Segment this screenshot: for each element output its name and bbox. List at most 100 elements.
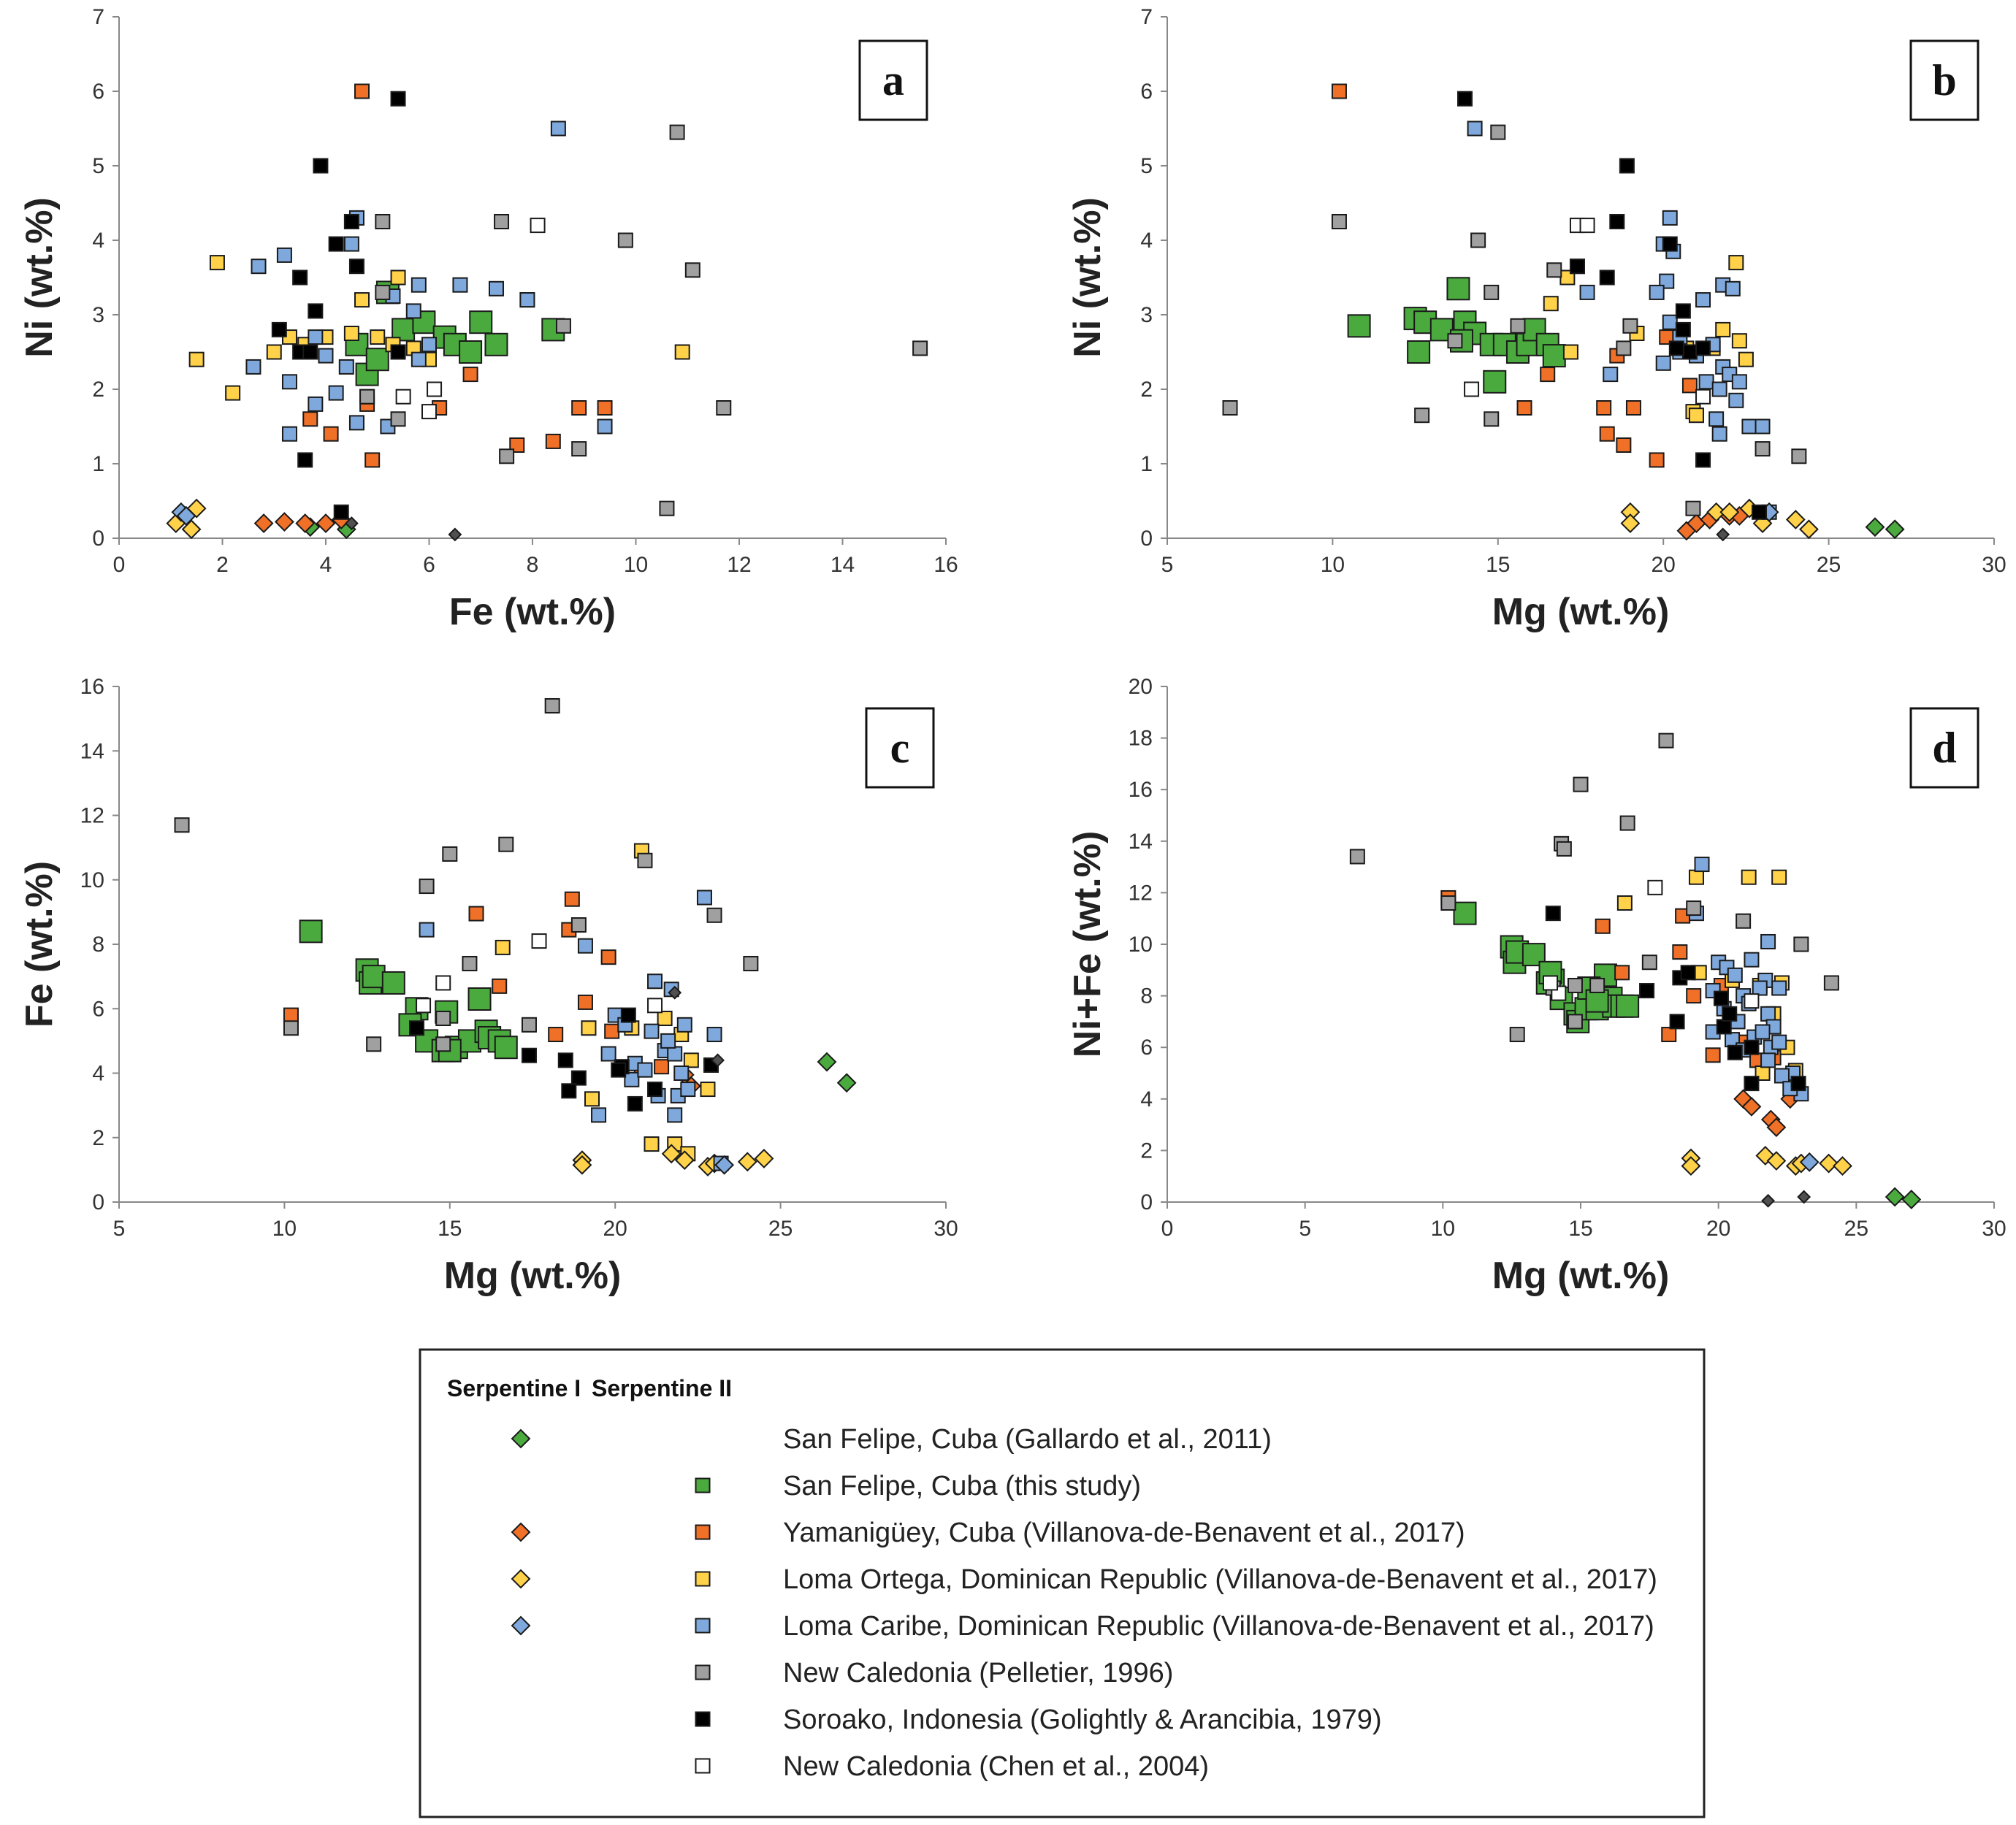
data-point <box>1761 1193 1776 1208</box>
data-point <box>660 1033 676 1049</box>
data-point <box>1616 437 1632 453</box>
data-point <box>245 359 261 375</box>
data-point <box>1686 988 1702 1004</box>
data-point <box>1695 292 1711 308</box>
x-tick-label: 20 <box>1706 1217 1730 1241</box>
data-point <box>343 326 359 341</box>
legend-label: San Felipe, Cuba (this study) <box>783 1471 1141 1501</box>
y-tick-label: 2 <box>92 1126 104 1150</box>
x-tick-label: 10 <box>272 1217 297 1241</box>
data-point <box>1706 502 1727 522</box>
data-point <box>1823 975 1839 991</box>
data-point <box>1567 1014 1583 1030</box>
data-point <box>555 318 571 334</box>
data-point <box>714 1155 735 1175</box>
data-point <box>521 1017 537 1033</box>
data-point <box>462 367 478 383</box>
data-point <box>647 973 663 990</box>
x-tick-label: 15 <box>438 1217 462 1241</box>
data-point <box>1614 965 1630 981</box>
data-point <box>419 922 435 938</box>
x-tick-label: 12 <box>727 553 751 577</box>
data-point <box>1790 1076 1806 1092</box>
y-tick-label: 3 <box>1140 303 1153 327</box>
data-point <box>225 385 241 401</box>
data-point <box>1440 895 1456 911</box>
data-point <box>174 817 190 833</box>
data-point <box>494 214 510 229</box>
data-point <box>1681 1156 1701 1176</box>
data-point <box>1675 303 1691 319</box>
data-point <box>1885 519 1905 540</box>
legend-entry: Loma Caribe, Dominican Republic (Villano… <box>511 1611 1654 1642</box>
data-point <box>1741 869 1757 885</box>
legend-entry: New Caledonia (Chen et al., 2004) <box>695 1751 1209 1782</box>
panel-b: 5 10 15 20 25 30 0 1 2 3 4 5 6 7 Mg (wt.%) Ni (wt.%) b <box>1066 5 2007 633</box>
data-point <box>419 879 435 895</box>
data-point <box>302 344 318 360</box>
data-point <box>1447 333 1463 349</box>
x-tick-label: 10 <box>624 553 648 577</box>
data-point <box>1711 426 1727 442</box>
data-point <box>1686 900 1702 917</box>
data-point <box>1791 448 1807 464</box>
data-point <box>308 303 324 319</box>
data-point <box>577 938 593 954</box>
data-point <box>1708 411 1725 427</box>
y-tick-label: 0 <box>92 527 104 551</box>
y-tick-label: 8 <box>1140 984 1153 1009</box>
data-point <box>409 1020 425 1036</box>
y-tick-label: 4 <box>92 1062 104 1086</box>
data-point <box>1599 426 1615 442</box>
data-point <box>683 1052 699 1068</box>
data-point <box>544 697 560 713</box>
data-point <box>637 1062 653 1078</box>
data-point <box>295 513 316 534</box>
x-tick-label: 25 <box>1844 1217 1868 1241</box>
data-point <box>754 1149 774 1168</box>
legend-marker-serpentine-2 <box>695 1758 711 1774</box>
legend-marker-serpentine-2 <box>695 1524 711 1540</box>
data-point <box>1719 502 1740 522</box>
data-point <box>366 1036 382 1052</box>
data-point <box>1639 983 1655 999</box>
data-point <box>600 1046 616 1062</box>
data-point <box>647 998 663 1014</box>
legend-header-serpentine-2: Serpentine II <box>592 1375 732 1401</box>
data-point <box>570 1070 587 1086</box>
data-point <box>1672 944 1688 960</box>
data-point <box>281 374 297 390</box>
data-point <box>1347 314 1371 338</box>
data-point <box>1744 952 1760 968</box>
data-point <box>680 1082 696 1098</box>
y-tick-label: 10 <box>1129 933 1153 957</box>
data-point <box>1562 344 1578 360</box>
data-point <box>611 1062 627 1078</box>
data-point <box>308 329 324 345</box>
data-point <box>1731 333 1747 349</box>
data-point <box>654 1059 670 1075</box>
data-point <box>362 965 386 989</box>
x-tick-label: 10 <box>1431 1217 1455 1241</box>
x-tick-label: 0 <box>113 553 126 577</box>
data-point <box>1688 869 1704 885</box>
data-point <box>343 236 359 252</box>
panel-label-box <box>858 39 928 121</box>
x-axis-title: Mg (wt.%) <box>1492 591 1670 633</box>
data-point <box>1760 1052 1776 1068</box>
data-point <box>1331 214 1347 229</box>
data-points <box>174 697 857 1177</box>
y-tick-label: 8 <box>92 933 104 957</box>
data-point <box>1711 381 1727 397</box>
data-point <box>1695 452 1711 468</box>
data-point <box>1414 408 1430 424</box>
data-point <box>1579 284 1595 300</box>
data-point <box>299 919 323 944</box>
data-point <box>1715 321 1731 337</box>
data-point <box>530 218 546 234</box>
data-point <box>365 348 389 372</box>
data-point <box>328 385 344 401</box>
data-point <box>1659 273 1675 289</box>
data-point <box>1573 776 1589 792</box>
